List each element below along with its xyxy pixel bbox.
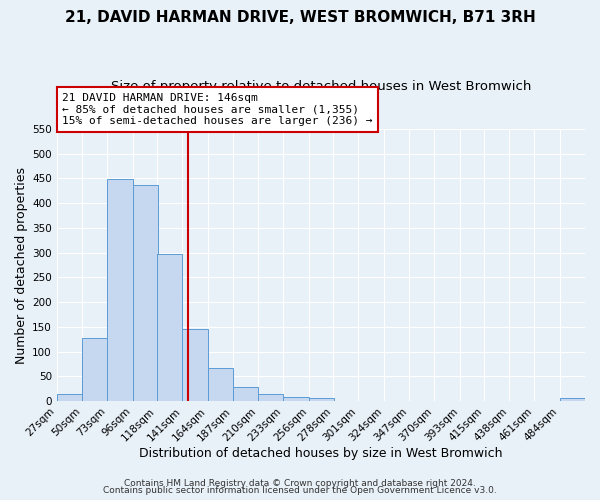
Bar: [283, 397, 309, 401]
Bar: [560, 398, 585, 401]
Bar: [258, 394, 283, 401]
Bar: [57, 394, 82, 401]
Text: Contains public sector information licensed under the Open Government Licence v3: Contains public sector information licen…: [103, 486, 497, 495]
Text: 21 DAVID HARMAN DRIVE: 146sqm
← 85% of detached houses are smaller (1,355)
15% o: 21 DAVID HARMAN DRIVE: 146sqm ← 85% of d…: [62, 93, 373, 126]
Bar: [133, 185, 158, 401]
Y-axis label: Number of detached properties: Number of detached properties: [15, 166, 28, 364]
Bar: [82, 338, 107, 401]
X-axis label: Distribution of detached houses by size in West Bromwich: Distribution of detached houses by size …: [139, 447, 503, 460]
Title: Size of property relative to detached houses in West Bromwich: Size of property relative to detached ho…: [111, 80, 531, 93]
Bar: [233, 387, 258, 401]
Bar: [309, 398, 334, 401]
Bar: [208, 368, 233, 401]
Bar: [182, 330, 208, 401]
Bar: [157, 254, 182, 401]
Text: 21, DAVID HARMAN DRIVE, WEST BROMWICH, B71 3RH: 21, DAVID HARMAN DRIVE, WEST BROMWICH, B…: [65, 10, 535, 25]
Bar: [107, 180, 133, 401]
Text: Contains HM Land Registry data © Crown copyright and database right 2024.: Contains HM Land Registry data © Crown c…: [124, 478, 476, 488]
